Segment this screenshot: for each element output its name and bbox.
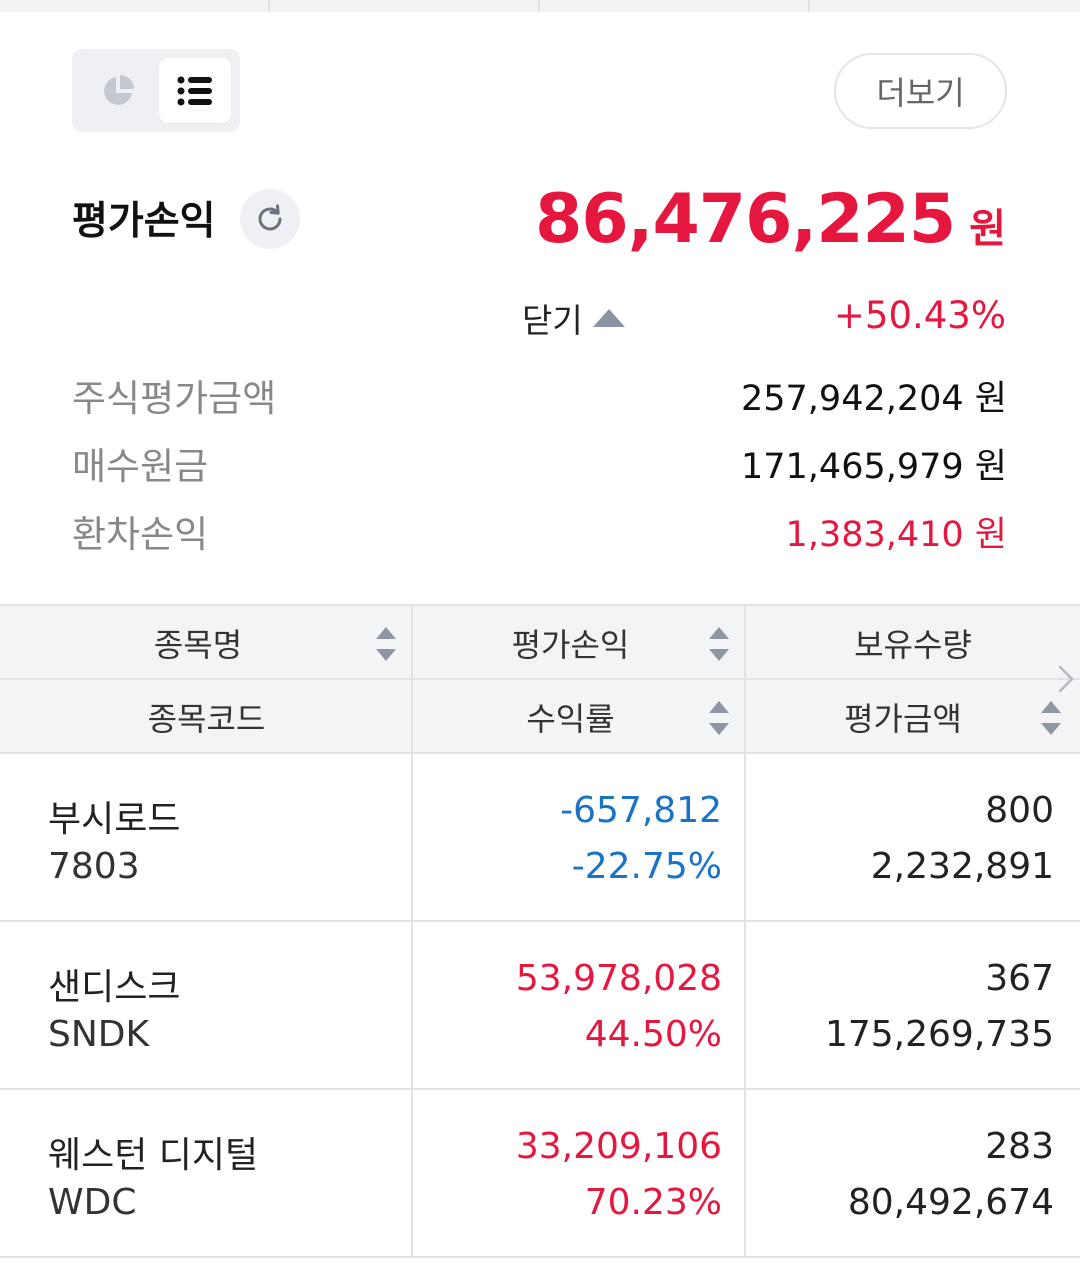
collapse-label: 닫기 [522,301,583,340]
caret-up-icon [592,309,625,327]
pie-view-button[interactable] [82,58,154,123]
stock-code: SNDK [48,1014,150,1055]
refresh-button[interactable] [240,189,300,249]
more-button[interactable]: 더보기 [834,53,1007,129]
header-stock-code: 종목코드 [0,680,413,754]
header-label: 평가손익 [511,626,630,664]
summary-row-label: 환차손익 [72,513,209,556]
stock-name: 샌디스크 [48,967,181,1008]
pl-rate: +50.43% [833,294,1006,337]
summary-row: 매수원금 171,465,979 원 [72,438,1007,488]
stock-quantity: 800 [985,790,1054,831]
stock-pl: 53,978,028 [515,958,722,999]
pie-chart-icon [104,74,134,105]
pl-total-value: 86,476,225 [535,180,956,259]
column-divider [411,606,413,754]
column-divider [744,922,746,1088]
header-label: 보유수량 [854,626,972,664]
header-row: 종목코드 수익률 평가금액 [0,680,1080,754]
summary-row-value: 1,383,410 원 [785,514,1007,555]
summary-row-label: 매수원금 [72,445,209,488]
stock-name: 부시로드 [48,799,181,840]
header-pl[interactable]: 평가손익 [413,606,728,680]
header-eval-amount[interactable]: 평가금액 [746,680,1060,754]
header-return-rate[interactable]: 수익률 [413,680,728,754]
header-label: 평가금액 [844,700,962,738]
pl-label: 평가손익 [72,199,216,244]
header-row: 종목명 평가손익 보유수량 [0,606,1080,680]
header-label: 종목명 [153,626,243,664]
refresh-icon [258,204,282,231]
holdings-table-header: 종목명 평가손익 보유수량 종목코드 수익률 평가금액 [0,604,1080,754]
table-row[interactable]: 부시로드 7803 -657,812 -22.75% 800 2,232,891 [0,754,1080,922]
column-divider [744,606,746,754]
tab-divider [538,0,540,12]
stock-quantity: 283 [985,1126,1054,1167]
stock-rate: 44.50% [584,1014,722,1055]
stock-eval-amount: 2,232,891 [870,846,1054,887]
stock-eval-amount: 80,492,674 [847,1182,1054,1223]
column-divider [744,754,746,920]
table-row[interactable]: 웨스턴 디지털 WDC 33,209,106 70.23% 283 80,492… [0,1090,1080,1258]
stock-rate: -22.75% [571,846,722,887]
chevron-right-icon[interactable] [1056,664,1076,694]
column-divider [411,922,413,1088]
sort-icon[interactable] [1041,701,1061,735]
tab-divider [808,0,810,12]
list-icon [177,76,212,105]
pl-total-unit: 원 [969,206,1006,252]
stock-quantity: 367 [985,958,1054,999]
summary-row: 환차손익 1,383,410 원 [72,506,1007,556]
sort-icon[interactable] [709,701,729,735]
pl-total: 86,476,225 원 [535,180,1006,259]
view-toggle [72,49,240,132]
stock-pl: -657,812 [560,790,722,831]
header-stock-name[interactable]: 종목명 [0,606,396,680]
summary-row-value: 257,942,204 원 [741,378,1007,419]
summary-row-value: 171,465,979 원 [741,446,1007,487]
collapse-toggle[interactable]: 닫기 [522,294,625,342]
stock-code: WDC [48,1182,137,1223]
stock-pl: 33,209,106 [515,1126,722,1167]
top-tab-strip [0,0,1080,12]
summary-row: 주식평가금액 257,942,204 원 [72,370,1007,420]
column-divider [411,1090,413,1256]
column-divider [744,1090,746,1256]
stock-code: 7803 [48,846,140,887]
sort-icon[interactable] [709,627,729,661]
list-view-button[interactable] [159,58,231,123]
header-label: 수익률 [526,700,615,738]
column-divider [411,754,413,920]
stock-name: 웨스턴 디지털 [48,1135,259,1176]
stock-rate: 70.23% [584,1182,722,1223]
header-quantity: 보유수량 [746,606,1080,680]
stock-eval-amount: 175,269,735 [824,1014,1054,1055]
summary-row-label: 주식평가금액 [72,377,277,420]
table-row[interactable]: 샌디스크 SNDK 53,978,028 44.50% 367 175,269,… [0,922,1080,1090]
tab-divider [268,0,270,12]
header-label: 종목코드 [147,700,266,738]
sort-icon[interactable] [376,627,396,661]
portfolio-card: 더보기 평가손익 86,476,225 원 닫기 +50.43% 주식평가금액 … [0,12,1080,1274]
